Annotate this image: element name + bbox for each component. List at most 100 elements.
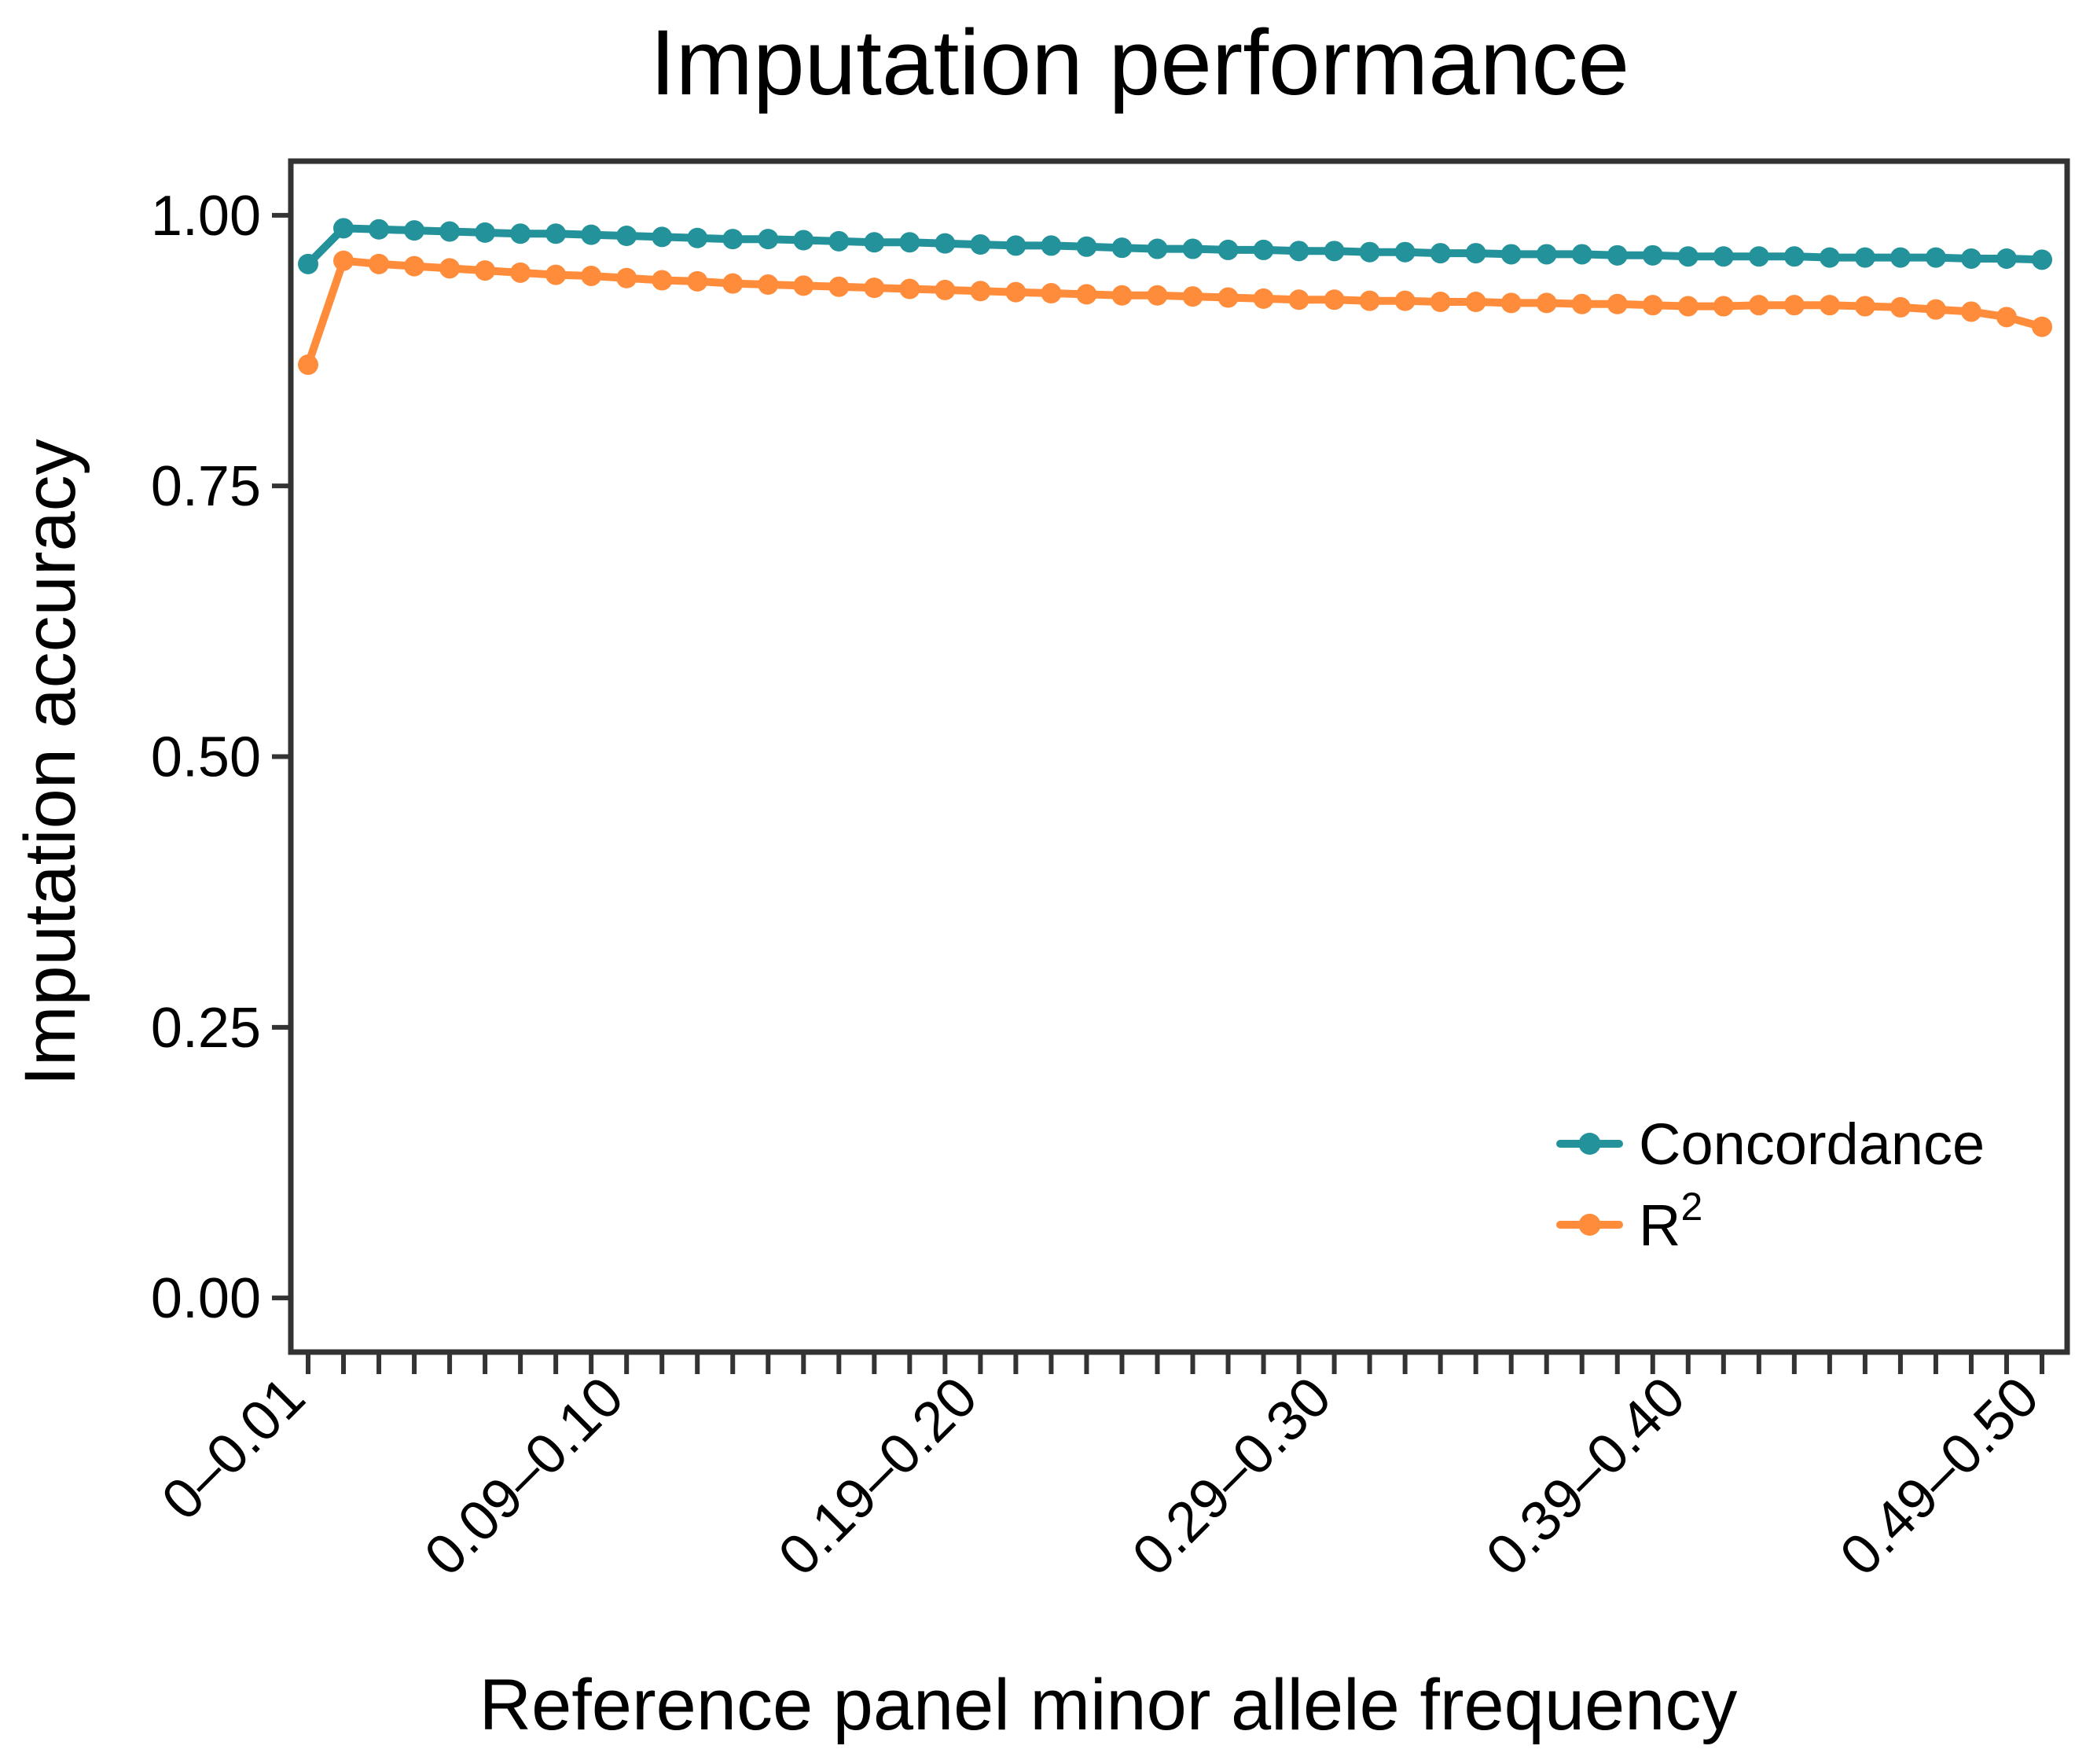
legend-swatch-point: [1578, 1214, 1601, 1236]
data-point-0: [758, 229, 779, 250]
y-tick-label: 0.00: [151, 1267, 261, 1330]
data-point-0: [439, 221, 461, 242]
data-point-0: [1854, 247, 1875, 268]
data-point-0: [1607, 244, 1628, 266]
data-point-1: [970, 281, 991, 302]
data-point-0: [1748, 246, 1769, 267]
data-point-0: [545, 223, 567, 244]
data-point-0: [1713, 246, 1734, 267]
data-point-1: [1430, 292, 1451, 313]
data-point-0: [616, 226, 637, 247]
data-point-1: [1253, 288, 1274, 309]
data-point-1: [369, 253, 390, 274]
data-point-1: [1642, 295, 1663, 316]
data-point-0: [1111, 237, 1133, 259]
data-point-1: [1500, 292, 1522, 314]
data-point-0: [935, 233, 956, 254]
data-point-1: [828, 276, 850, 297]
data-point-0: [369, 219, 390, 240]
data-point-0: [1430, 243, 1451, 264]
y-tick-label: 0.50: [151, 726, 261, 789]
x-tick-label: 0.19–0.20: [767, 1365, 990, 1588]
data-point-0: [652, 226, 673, 248]
x-tick-label: 0.29–0.30: [1121, 1365, 1343, 1588]
data-point-0: [864, 232, 885, 253]
data-point-0: [1182, 238, 1203, 259]
data-point-1: [1783, 295, 1805, 316]
data-point-1: [333, 250, 354, 271]
data-point-0: [404, 220, 425, 241]
data-point-0: [970, 234, 991, 255]
data-point-0: [828, 230, 850, 252]
data-point-1: [1182, 286, 1203, 307]
data-point-0: [1253, 239, 1274, 260]
data-point-1: [1359, 290, 1380, 311]
data-point-1: [1890, 296, 1911, 318]
data-point-1: [1925, 299, 1946, 320]
data-point-1: [475, 260, 496, 281]
data-point-0: [1571, 244, 1592, 265]
data-point-1: [758, 274, 779, 296]
data-point-0: [1359, 241, 1380, 263]
data-point-1: [439, 258, 461, 279]
chart-title: Imputation performance: [650, 11, 1629, 115]
data-point-1: [404, 255, 425, 277]
data-point-0: [1147, 238, 1168, 259]
data-point-1: [616, 267, 637, 288]
data-point-1: [1041, 283, 1062, 304]
data-point-0: [2032, 249, 2052, 270]
data-point-1: [298, 354, 318, 375]
data-point-1: [1607, 293, 1628, 314]
data-point-0: [1536, 244, 1557, 265]
data-point-1: [1324, 289, 1345, 311]
y-tick-label: 0.75: [151, 455, 261, 518]
data-point-1: [1996, 307, 2017, 328]
x-tick-label: 0–0.01: [150, 1365, 317, 1532]
data-point-1: [1960, 301, 1981, 322]
data-point-1: [545, 264, 567, 285]
data-point-0: [1925, 247, 1946, 268]
data-point-0: [722, 229, 744, 250]
data-point-1: [1854, 296, 1875, 317]
data-point-0: [1642, 244, 1663, 266]
x-tick-label: 0.09–0.10: [413, 1365, 635, 1588]
data-point-0: [1465, 243, 1486, 264]
data-point-1: [1111, 285, 1133, 306]
x-tick-label: 0.39–0.40: [1475, 1365, 1697, 1588]
data-point-0: [1394, 241, 1416, 263]
data-point-1: [1147, 285, 1168, 306]
data-point-0: [1783, 246, 1805, 267]
data-point-1: [2032, 316, 2052, 337]
series-line-0: [304, 224, 2046, 268]
data-point-1: [1819, 295, 1840, 316]
data-point-0: [1890, 247, 1911, 268]
data-point-1: [510, 262, 531, 283]
data-point-0: [1005, 235, 1026, 256]
data-point-1: [1217, 287, 1239, 308]
data-point-1: [1571, 293, 1592, 314]
data-point-0: [793, 230, 814, 251]
data-point-0: [1288, 241, 1309, 262]
data-point-0: [1960, 248, 1981, 269]
legend-label: R2: [1639, 1185, 1702, 1258]
series-line-1: [304, 256, 2046, 369]
data-point-0: [1996, 248, 2017, 269]
data-point-1: [1394, 290, 1416, 311]
data-point-1: [1677, 296, 1699, 317]
data-point-1: [652, 270, 673, 291]
data-point-0: [1324, 241, 1345, 262]
legend-swatch-point: [1578, 1133, 1601, 1155]
data-point-0: [333, 218, 354, 239]
data-point-1: [793, 275, 814, 296]
data-point-0: [475, 222, 496, 243]
data-point-1: [1748, 295, 1769, 316]
data-point-0: [1500, 244, 1522, 265]
data-point-0: [1677, 246, 1699, 267]
data-point-1: [1536, 292, 1557, 314]
data-point-1: [687, 270, 708, 292]
data-point-1: [1465, 292, 1486, 313]
data-point-1: [1713, 296, 1734, 317]
data-point-0: [1041, 235, 1062, 256]
data-point-0: [510, 223, 531, 244]
